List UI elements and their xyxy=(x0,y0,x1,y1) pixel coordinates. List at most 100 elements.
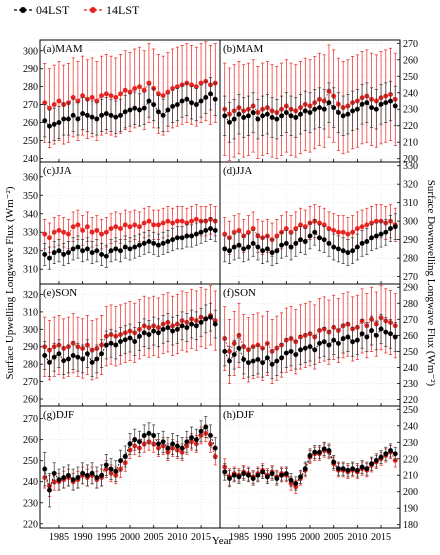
y-tick-label-210: 210 xyxy=(403,471,418,482)
data-point xyxy=(189,321,195,327)
data-point xyxy=(227,119,232,125)
data-point xyxy=(165,239,171,244)
panel-title-amam: (a)MAM xyxy=(43,43,83,55)
data-point xyxy=(56,227,62,233)
data-point xyxy=(84,472,90,478)
x-tick-label-2015: 2015 xyxy=(371,532,391,543)
data-point xyxy=(388,226,393,231)
data-point xyxy=(56,120,62,125)
x-axis-title: Year xyxy=(212,535,233,547)
y-tick-label-280: 280 xyxy=(403,299,418,310)
data-point xyxy=(288,477,294,483)
data-point xyxy=(170,220,176,226)
data-point xyxy=(335,229,341,235)
data-point xyxy=(364,466,370,472)
data-point xyxy=(298,474,303,480)
data-point xyxy=(179,445,185,451)
data-point xyxy=(255,244,261,250)
data-point xyxy=(331,105,337,111)
data-point xyxy=(260,248,266,254)
data-point xyxy=(184,233,190,239)
data-point xyxy=(174,218,180,224)
data-point xyxy=(321,446,327,452)
data-point xyxy=(383,229,389,235)
data-point xyxy=(151,222,157,228)
x-tick-label-1990: 1990 xyxy=(73,532,93,543)
data-point xyxy=(388,448,393,453)
data-point xyxy=(75,116,81,122)
data-point xyxy=(307,233,313,239)
data-point xyxy=(364,100,370,106)
data-point xyxy=(165,445,171,451)
y-tick-label-270: 270 xyxy=(23,377,38,388)
panel-hdjf: 180 190 200 210 220 230 240 250 1985 1990 1995 2000… xyxy=(219,405,418,543)
data-point xyxy=(141,105,147,111)
data-point xyxy=(103,462,109,468)
data-point xyxy=(108,340,114,346)
data-point xyxy=(302,345,308,351)
data-point xyxy=(127,224,133,230)
data-point xyxy=(132,244,138,250)
y-tick-label-260: 260 xyxy=(23,435,38,446)
data-point xyxy=(231,244,237,250)
data-point xyxy=(212,445,218,451)
data-point xyxy=(269,115,275,120)
data-point xyxy=(132,339,138,344)
data-point xyxy=(255,116,261,122)
y-tick-label-260: 260 xyxy=(403,55,418,66)
y-tick-label-250: 250 xyxy=(23,136,38,147)
x-tick-label-1985: 1985 xyxy=(229,532,249,543)
data-point xyxy=(236,111,242,117)
data-point xyxy=(245,472,251,478)
data-point xyxy=(174,326,180,332)
data-point xyxy=(70,112,76,118)
data-point xyxy=(350,108,356,114)
data-point xyxy=(146,218,152,224)
x-tick-label-2000: 2000 xyxy=(120,532,140,543)
data-point xyxy=(193,231,199,237)
data-point xyxy=(193,102,199,108)
panel-title-fson: (f)SON xyxy=(223,287,256,299)
y-axis-hdjf: 180 190 200 210 220 230 240 250 xyxy=(397,405,418,531)
data-point xyxy=(51,470,57,476)
panel-title-djja: (d)JJA xyxy=(223,165,252,177)
x-tick-label-2010: 2010 xyxy=(167,532,187,543)
data-point xyxy=(317,449,322,455)
panel-title-eson: (e)SON xyxy=(43,287,77,299)
data-point xyxy=(99,351,105,357)
data-point xyxy=(264,111,270,117)
data-point xyxy=(165,325,171,331)
data-point xyxy=(118,339,123,344)
data-point xyxy=(392,334,398,340)
data-point xyxy=(392,103,398,109)
series-04lst-djja xyxy=(222,213,398,266)
data-point xyxy=(354,106,360,112)
y-tick-label-270: 270 xyxy=(23,414,38,425)
y-tick-label-290: 290 xyxy=(23,64,38,75)
data-point xyxy=(94,475,100,480)
y-tick-label-240: 240 xyxy=(403,421,418,432)
data-point xyxy=(283,110,289,115)
data-point xyxy=(378,101,384,107)
y-tick-label-220: 220 xyxy=(403,121,418,132)
data-point xyxy=(65,250,71,256)
y-tick-label-300: 300 xyxy=(403,217,418,228)
data-point xyxy=(298,237,303,243)
data-point xyxy=(113,468,119,474)
data-point xyxy=(137,439,142,445)
data-point xyxy=(198,319,204,325)
series-04lst-eson xyxy=(42,302,218,377)
data-point xyxy=(354,244,360,250)
data-point xyxy=(302,466,308,472)
data-point xyxy=(208,91,213,97)
panel-cjja: 310 320 330 340 350 360 (c)JJA xyxy=(23,161,221,285)
data-point xyxy=(250,476,256,481)
data-point xyxy=(231,472,237,478)
data-point xyxy=(312,449,318,455)
data-point xyxy=(146,98,152,104)
data-point xyxy=(42,353,48,358)
data-point xyxy=(89,359,95,365)
data-point xyxy=(241,246,247,252)
data-point xyxy=(99,472,105,478)
